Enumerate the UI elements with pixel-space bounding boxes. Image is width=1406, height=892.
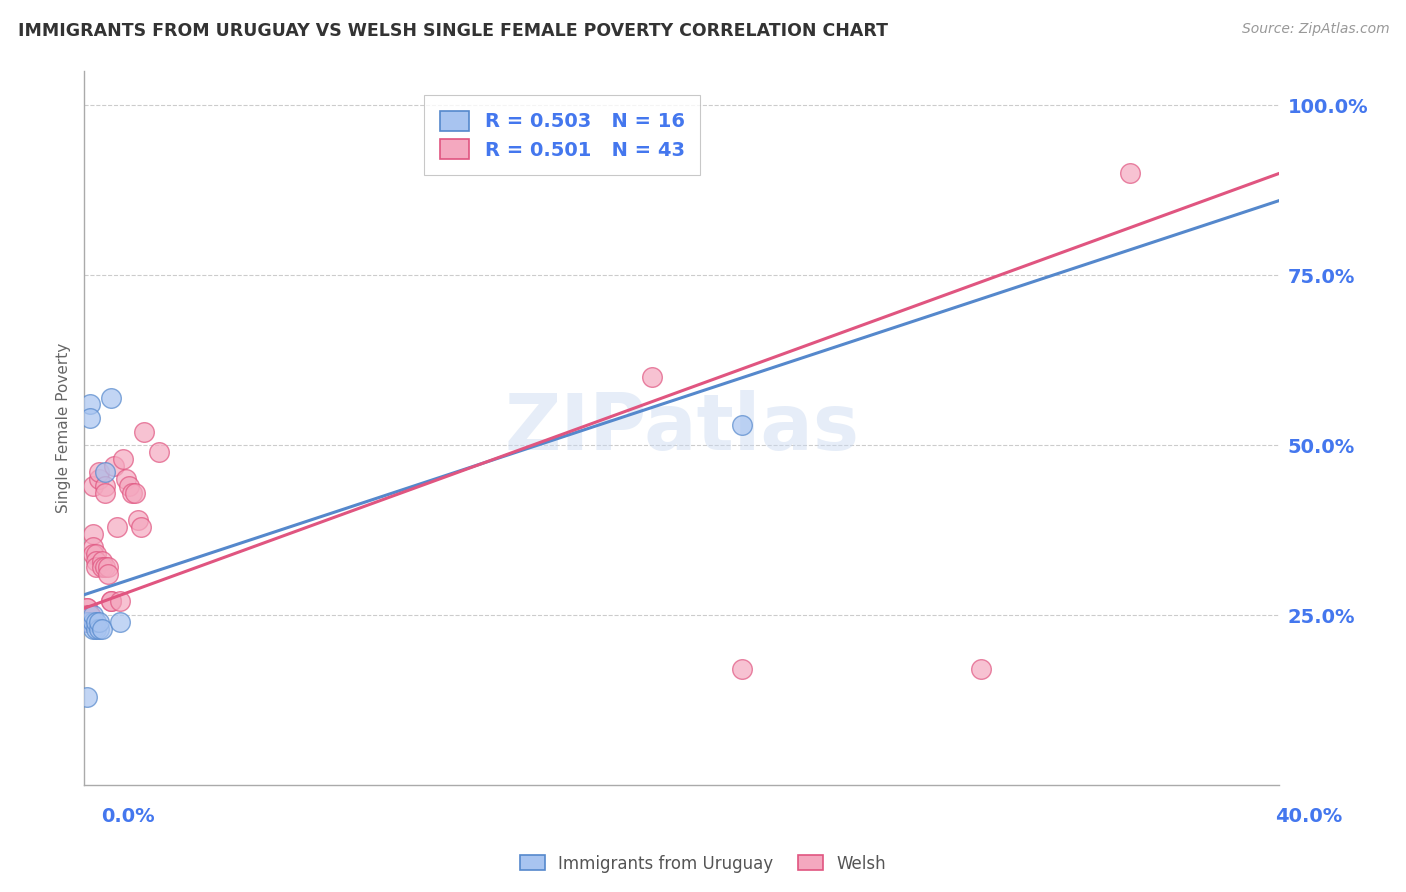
- Point: [89, 615, 111, 629]
- Point: [94, 466, 117, 480]
- Point: [94, 485, 117, 500]
- Point: [100, 594, 122, 608]
- Point: [97, 560, 120, 574]
- Point: [100, 594, 122, 608]
- Y-axis label: Single Female Poverty: Single Female Poverty: [56, 343, 72, 513]
- Point: [970, 662, 993, 676]
- Point: [76, 690, 98, 704]
- Point: [127, 513, 149, 527]
- Point: [89, 466, 111, 480]
- Point: [115, 472, 138, 486]
- Point: [86, 622, 108, 636]
- Point: [100, 391, 122, 405]
- Point: [76, 601, 98, 615]
- Legend: Immigrants from Uruguay, Welsh: Immigrants from Uruguay, Welsh: [513, 848, 893, 880]
- Point: [129, 519, 152, 533]
- Point: [124, 485, 146, 500]
- Point: [110, 594, 132, 608]
- Point: [79, 608, 101, 623]
- Point: [82, 615, 104, 629]
- Point: [82, 608, 104, 623]
- Point: [82, 479, 104, 493]
- Point: [82, 526, 104, 541]
- Point: [103, 458, 125, 473]
- Point: [91, 622, 114, 636]
- Text: 40.0%: 40.0%: [1275, 806, 1343, 826]
- Point: [76, 615, 98, 629]
- Point: [76, 601, 98, 615]
- Point: [86, 560, 108, 574]
- Point: [82, 622, 104, 636]
- Point: [97, 567, 120, 582]
- Point: [89, 472, 111, 486]
- Point: [86, 547, 108, 561]
- Point: [79, 397, 101, 411]
- Point: [641, 370, 664, 384]
- Point: [91, 560, 114, 574]
- Text: IMMIGRANTS FROM URUGUAY VS WELSH SINGLE FEMALE POVERTY CORRELATION CHART: IMMIGRANTS FROM URUGUAY VS WELSH SINGLE …: [18, 22, 889, 40]
- Point: [731, 417, 754, 432]
- Point: [76, 615, 98, 629]
- Point: [110, 615, 132, 629]
- Point: [89, 622, 111, 636]
- Point: [79, 615, 101, 629]
- Point: [148, 445, 170, 459]
- Point: [86, 554, 108, 568]
- Point: [105, 519, 128, 533]
- Legend: R = 0.503   N = 16, R = 0.501   N = 43: R = 0.503 N = 16, R = 0.501 N = 43: [425, 95, 700, 176]
- Point: [91, 554, 114, 568]
- Point: [82, 547, 104, 561]
- Point: [82, 540, 104, 554]
- Point: [132, 425, 156, 439]
- Point: [731, 662, 754, 676]
- Point: [121, 485, 143, 500]
- Point: [79, 608, 101, 623]
- Text: Source: ZipAtlas.com: Source: ZipAtlas.com: [1241, 22, 1389, 37]
- Text: 0.0%: 0.0%: [101, 806, 155, 826]
- Point: [76, 608, 98, 623]
- Point: [112, 451, 135, 466]
- Point: [86, 615, 108, 629]
- Point: [79, 411, 101, 425]
- Point: [79, 608, 101, 623]
- Point: [94, 560, 117, 574]
- Point: [1119, 166, 1142, 180]
- Point: [94, 479, 117, 493]
- Point: [76, 615, 98, 629]
- Text: ZIPatlas: ZIPatlas: [505, 390, 859, 467]
- Point: [118, 479, 141, 493]
